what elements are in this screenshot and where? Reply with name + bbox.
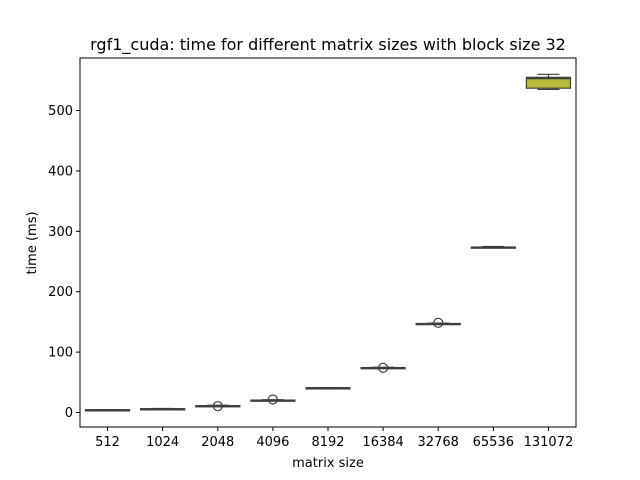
x-tick-label: 65536 (473, 435, 514, 450)
x-axis-label: matrix size (292, 456, 364, 471)
x-tick-label: 8192 (311, 435, 344, 450)
y-tick-label: 400 (48, 164, 73, 179)
x-tick-label: 16384 (362, 435, 403, 450)
box-131072 (525, 76, 572, 89)
x-tick-label: 2048 (201, 435, 234, 450)
outlier-point (267, 394, 278, 405)
y-tick-label: 0 (65, 406, 73, 421)
outlier-point (378, 362, 389, 373)
x-tick-label: 1024 (146, 435, 179, 450)
x-tick-label: 512 (95, 435, 120, 450)
outlier-point (433, 317, 444, 328)
y-tick-label: 300 (48, 225, 73, 240)
plot-area: 0 100 200 300 400 500 512 1024 2048 4096 8192 16384… (48, 73, 574, 450)
x-tick-label: 131072 (524, 435, 574, 450)
x-tick-label: 4096 (256, 435, 289, 450)
chart-title: rgf1_cuda: time for different matrix siz… (90, 35, 566, 55)
outlier-point (212, 401, 223, 412)
y-axis-label: time (ms) (25, 211, 40, 274)
y-tick-label: 200 (48, 285, 73, 300)
x-tick-label: 32768 (418, 435, 459, 450)
plot-frame (79, 57, 577, 428)
y-tick-label: 500 (48, 104, 73, 119)
y-tick-label: 100 (48, 346, 73, 361)
